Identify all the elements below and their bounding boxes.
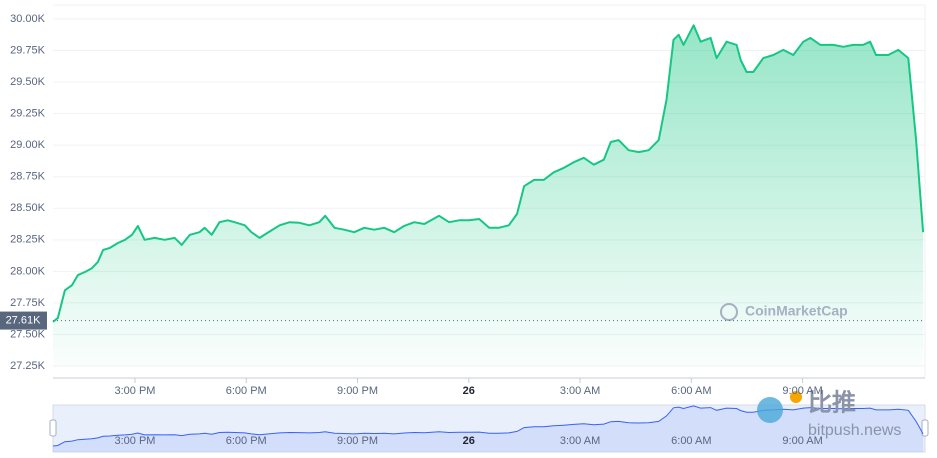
x-tick-label: 3:00 PM: [114, 385, 155, 397]
reference-label-bg: [0, 311, 47, 330]
y-tick-label: 29.75K: [10, 44, 46, 56]
navigator-tick-label: 3:00 AM: [560, 435, 600, 447]
watermark-logo: [790, 391, 802, 403]
navigator-handle[interactable]: [49, 419, 57, 437]
navigator-area: [53, 405, 924, 452]
y-tick-label: 28.50K: [10, 202, 46, 214]
y-tick-label: 29.50K: [10, 76, 46, 88]
y-tick-label: 27.25K: [10, 360, 46, 372]
watermark-logo: [720, 303, 738, 321]
navigator-tick-label: 3:00 PM: [114, 435, 155, 447]
x-tick-label: 26: [463, 385, 475, 397]
navigator-tick-label: 9:00 PM: [337, 435, 378, 447]
reference-label: 27.61K: [6, 314, 42, 326]
y-tick-label: 28.75K: [10, 171, 46, 183]
navigator-tick-label: 6:00 PM: [226, 435, 267, 447]
x-tick-label: 6:00 PM: [226, 385, 267, 397]
y-tick-label: 28.00K: [10, 265, 46, 277]
x-tick-label: 9:00 AM: [782, 385, 822, 397]
navigator-tick-label: 9:00 AM: [782, 435, 822, 447]
y-tick-label: 28.25K: [10, 234, 46, 246]
watermark: CoinMarketCap: [745, 303, 848, 319]
navigator-tick-label: 6:00 AM: [671, 435, 711, 447]
area: [53, 25, 924, 367]
y-tick-label: 29.25K: [10, 108, 46, 120]
y-tick-label: 29.00K: [10, 139, 46, 151]
y-tick-label: 30.00K: [10, 13, 46, 25]
watermark: bitpush.news: [808, 422, 901, 439]
watermark: 比推: [808, 389, 856, 416]
price-line: [52, 24, 925, 323]
watermark-logo: [757, 397, 783, 423]
y-tick-label: 27.75K: [10, 297, 46, 309]
navigator-tick-label: 26: [463, 435, 475, 447]
navigator-handle[interactable]: [921, 419, 929, 437]
y-tick-label: 27.50K: [10, 328, 46, 340]
x-tick-label: 6:00 AM: [671, 385, 711, 397]
x-tick-label: 9:00 PM: [337, 385, 378, 397]
x-tick-label: 3:00 AM: [560, 385, 600, 397]
